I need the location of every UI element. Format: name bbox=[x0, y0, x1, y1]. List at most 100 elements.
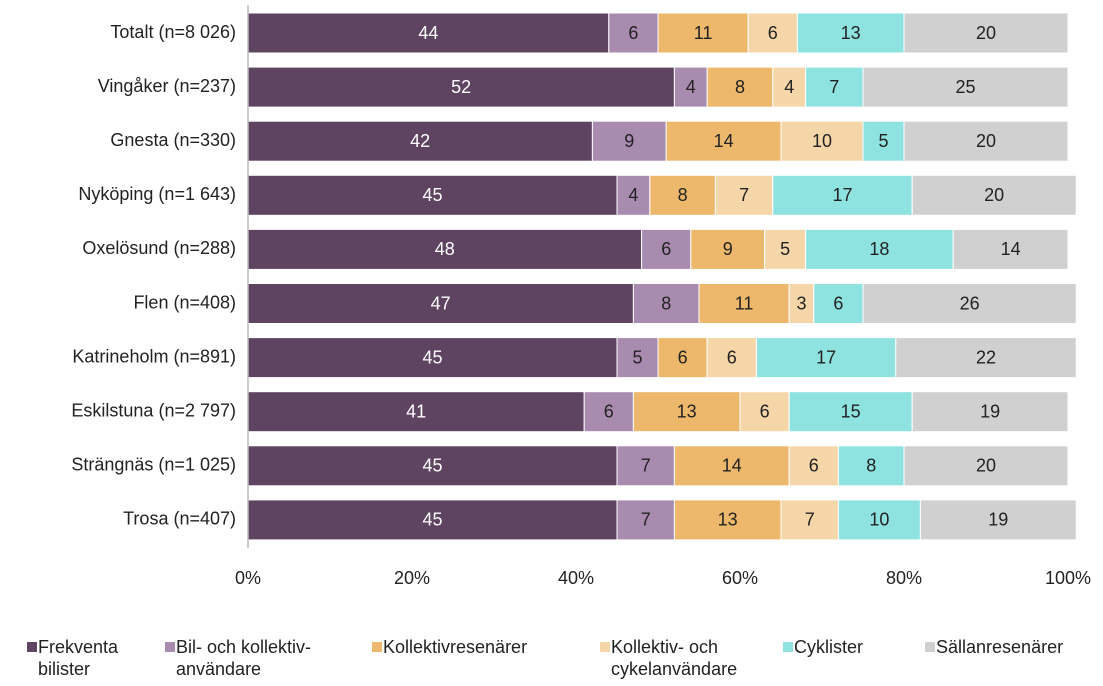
bar-segment bbox=[247, 12, 610, 54]
data-label: 8 bbox=[661, 293, 671, 313]
data-label: 11 bbox=[694, 23, 713, 43]
bar-segment bbox=[247, 499, 618, 541]
data-label: 7 bbox=[805, 510, 815, 530]
bar-segment bbox=[813, 283, 864, 324]
x-tick-label: 100% bbox=[1045, 568, 1091, 588]
data-label: 6 bbox=[604, 401, 614, 421]
legend-label: Frekventa bilister bbox=[38, 637, 119, 679]
data-label: 22 bbox=[976, 347, 996, 367]
data-label: 25 bbox=[955, 77, 975, 97]
bar-segment bbox=[247, 283, 634, 324]
data-label: 5 bbox=[780, 239, 790, 259]
data-label: 6 bbox=[678, 347, 688, 367]
bar-segment bbox=[247, 174, 618, 216]
data-label: 13 bbox=[718, 510, 738, 530]
bar-segment bbox=[788, 283, 815, 324]
bar-segment bbox=[837, 499, 921, 541]
data-label: 48 bbox=[435, 239, 455, 259]
legend-swatch bbox=[600, 642, 610, 652]
legend-label: Kollektiv- och cykelanvändare bbox=[611, 637, 738, 679]
bar-segment bbox=[903, 120, 1069, 162]
x-tick-label: 0% bbox=[235, 568, 261, 588]
y-tick-label: Katrineholm (n=891) bbox=[72, 346, 236, 366]
bar-segment bbox=[673, 66, 708, 108]
bar-segment bbox=[247, 120, 593, 162]
bar-segment bbox=[247, 337, 618, 379]
data-label: 45 bbox=[422, 347, 442, 367]
bar-segment bbox=[796, 12, 905, 54]
data-label: 17 bbox=[832, 185, 852, 205]
legend-swatch bbox=[925, 642, 935, 652]
data-label: 47 bbox=[431, 293, 451, 313]
bar-segment bbox=[673, 445, 790, 487]
data-label: 17 bbox=[816, 347, 836, 367]
data-label: 9 bbox=[723, 239, 733, 259]
x-tick-label: 80% bbox=[886, 568, 922, 588]
data-label: 45 bbox=[422, 456, 442, 476]
x-tick-label: 20% bbox=[394, 568, 430, 588]
data-label: 3 bbox=[796, 293, 806, 313]
data-label: 8 bbox=[866, 456, 876, 476]
legend-label: Sällanresenärer bbox=[936, 637, 1064, 657]
bar-segment bbox=[247, 228, 643, 270]
y-tick-label: Flen (n=408) bbox=[133, 292, 236, 312]
bar-segment bbox=[247, 391, 585, 433]
bar-segment bbox=[657, 337, 708, 379]
data-label: 45 bbox=[422, 510, 442, 530]
data-label: 5 bbox=[878, 131, 888, 151]
data-label: 8 bbox=[735, 77, 745, 97]
bar-segment bbox=[805, 228, 954, 270]
legend-swatch bbox=[783, 642, 793, 652]
data-label: 20 bbox=[976, 456, 996, 476]
data-label: 42 bbox=[410, 131, 430, 151]
bar-segment bbox=[739, 391, 790, 433]
data-label: 7 bbox=[739, 185, 749, 205]
data-label: 20 bbox=[976, 23, 996, 43]
bar-segment bbox=[911, 391, 1069, 433]
legend-swatch bbox=[27, 642, 37, 652]
bar-segment bbox=[911, 174, 1077, 216]
x-tick-label: 60% bbox=[722, 568, 758, 588]
bar-segment bbox=[616, 445, 675, 487]
data-label: 7 bbox=[641, 510, 651, 530]
bar-segment bbox=[616, 174, 651, 216]
data-label: 19 bbox=[988, 510, 1008, 530]
data-label: 6 bbox=[833, 293, 843, 313]
bar-segment bbox=[919, 499, 1077, 541]
y-tick-label: Nyköping (n=1 643) bbox=[78, 184, 236, 204]
bar-segment bbox=[657, 12, 749, 54]
data-label: 44 bbox=[418, 23, 438, 43]
bar-segment bbox=[772, 66, 807, 108]
data-label: 8 bbox=[678, 185, 688, 205]
bar-segment bbox=[837, 445, 905, 487]
data-label: 20 bbox=[976, 131, 996, 151]
data-label: 6 bbox=[727, 347, 737, 367]
y-tick-label: Eskilstuna (n=2 797) bbox=[71, 400, 236, 420]
bar-segment bbox=[903, 12, 1069, 54]
bar-segment bbox=[862, 283, 1077, 324]
data-label: 10 bbox=[812, 131, 832, 151]
data-label: 52 bbox=[451, 77, 471, 97]
bar-segment bbox=[616, 499, 675, 541]
x-tick-label: 40% bbox=[558, 568, 594, 588]
y-tick-label: Totalt (n=8 026) bbox=[110, 22, 236, 42]
bar-segment bbox=[780, 120, 864, 162]
bar-segment bbox=[247, 66, 675, 108]
data-label: 6 bbox=[628, 23, 638, 43]
data-label: 20 bbox=[984, 185, 1004, 205]
data-label: 11 bbox=[735, 293, 754, 313]
data-label: 41 bbox=[406, 401, 426, 421]
data-label: 5 bbox=[632, 347, 642, 367]
bar-segment bbox=[903, 445, 1069, 487]
data-label: 7 bbox=[641, 456, 651, 476]
data-label: 9 bbox=[624, 131, 634, 151]
data-label: 14 bbox=[714, 131, 734, 151]
bar-segment bbox=[862, 120, 905, 162]
data-label: 14 bbox=[1001, 239, 1021, 259]
bar-segment bbox=[706, 66, 774, 108]
bar-segment bbox=[788, 391, 913, 433]
legend-label: Cyklister bbox=[794, 637, 864, 657]
y-tick-label: Trosa (n=407) bbox=[123, 509, 236, 529]
